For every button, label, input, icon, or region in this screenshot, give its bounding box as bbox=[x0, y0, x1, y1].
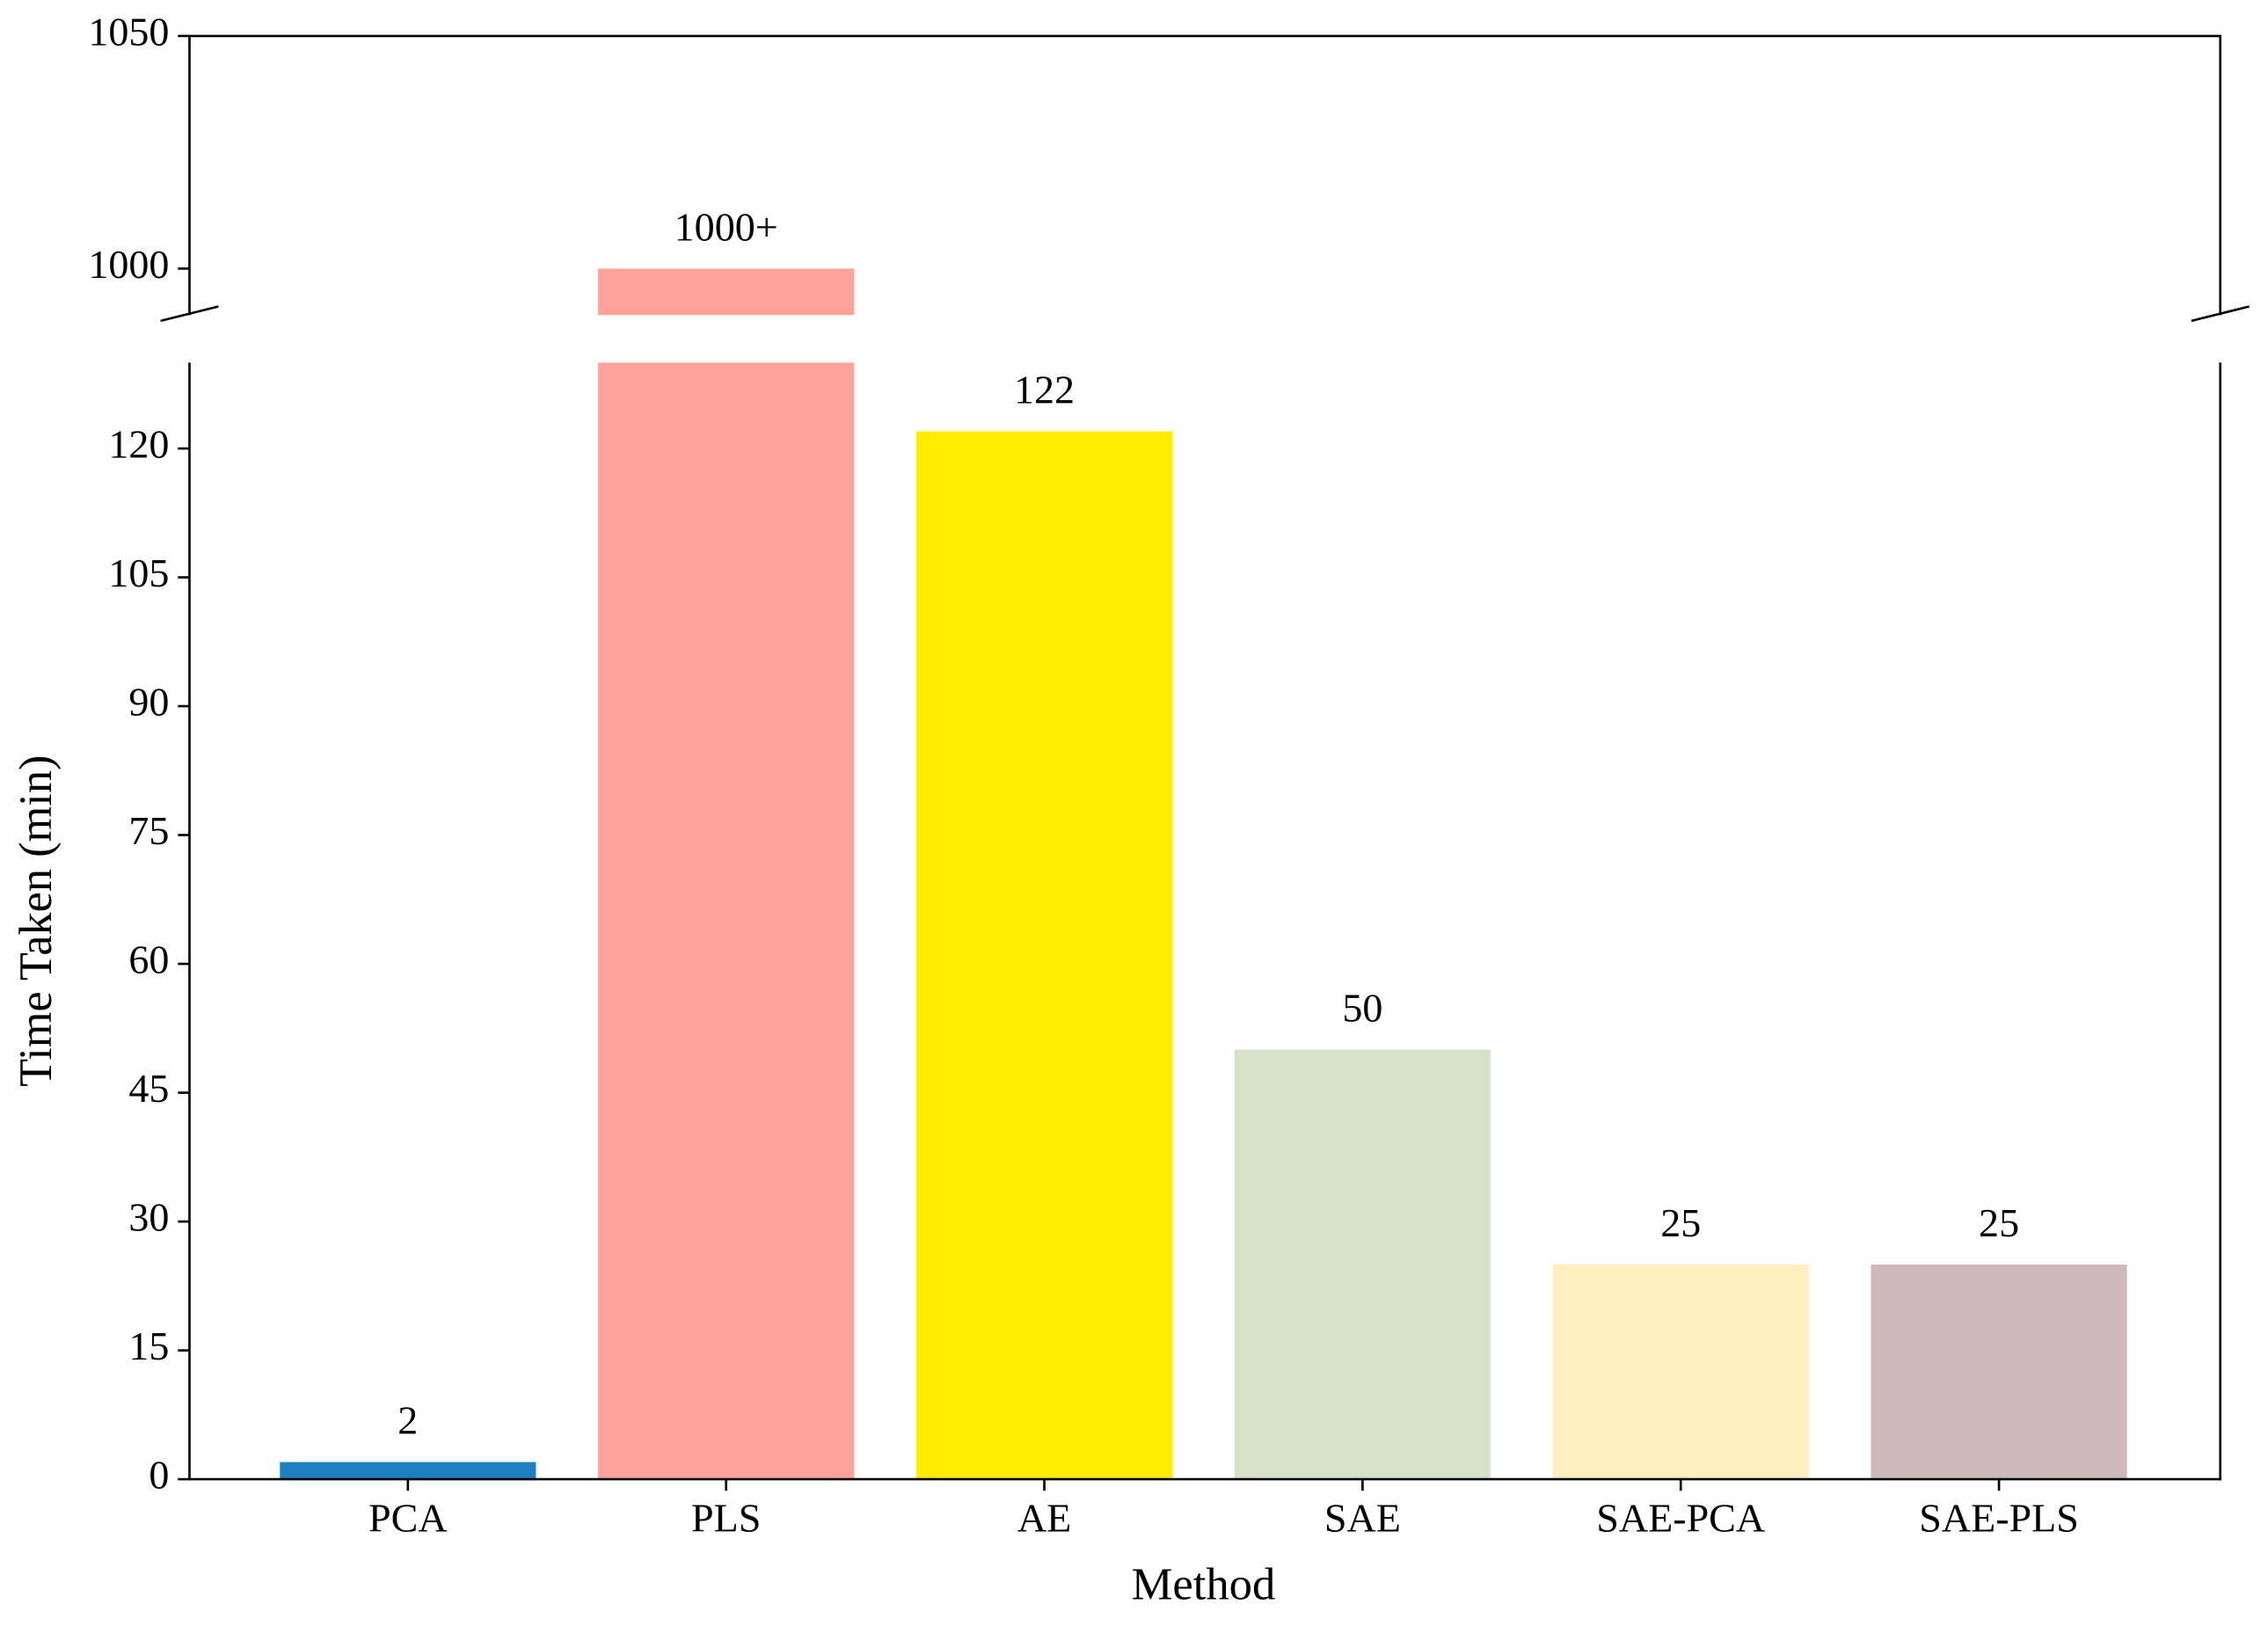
bar bbox=[1234, 1049, 1491, 1480]
value-label: 1000+ bbox=[675, 205, 778, 250]
x-axis-label: Method bbox=[1132, 1559, 1276, 1610]
y-tick-label: 15 bbox=[128, 1323, 169, 1368]
x-tick-label: PCA bbox=[368, 1496, 448, 1541]
axis-break bbox=[160, 305, 2250, 323]
x-tick-label: PLS bbox=[691, 1496, 761, 1541]
bar bbox=[598, 268, 855, 316]
y-tick-label: 75 bbox=[128, 808, 169, 853]
value-label: 122 bbox=[1014, 368, 1075, 412]
y-tick-label: 60 bbox=[128, 937, 169, 982]
x-tick-label: SAE bbox=[1324, 1496, 1401, 1541]
y-tick-label: 45 bbox=[128, 1066, 169, 1111]
y-tick-label: 0 bbox=[149, 1453, 169, 1498]
bar bbox=[1871, 1264, 2127, 1480]
y-tick-label: 1050 bbox=[88, 10, 169, 55]
upper-axes bbox=[188, 34, 2222, 316]
upper-panel bbox=[598, 268, 855, 316]
lower-panel bbox=[280, 362, 2127, 1480]
x-tick-label: SAE-PCA bbox=[1596, 1496, 1765, 1541]
lower-axes bbox=[188, 362, 2222, 1481]
value-label: 2 bbox=[397, 1398, 418, 1443]
value-label: 25 bbox=[1979, 1200, 2019, 1245]
value-label: 50 bbox=[1342, 986, 1382, 1031]
x-tick-label: AE bbox=[1017, 1496, 1071, 1541]
x-tick-label: SAE-PLS bbox=[1919, 1496, 2079, 1541]
bar bbox=[1552, 1264, 1809, 1480]
bar bbox=[598, 362, 855, 1480]
y-tick-label: 105 bbox=[108, 551, 169, 595]
y-tick-label: 120 bbox=[108, 422, 169, 467]
y-tick-label: 1000 bbox=[88, 242, 169, 287]
y-tick-label: 90 bbox=[128, 680, 169, 725]
value-label: 25 bbox=[1660, 1200, 1701, 1245]
y-tick-label: 30 bbox=[128, 1195, 169, 1240]
bar bbox=[280, 1462, 536, 1480]
bar bbox=[915, 431, 1173, 1480]
y-axis-label: Time Taken (min) bbox=[11, 755, 62, 1087]
